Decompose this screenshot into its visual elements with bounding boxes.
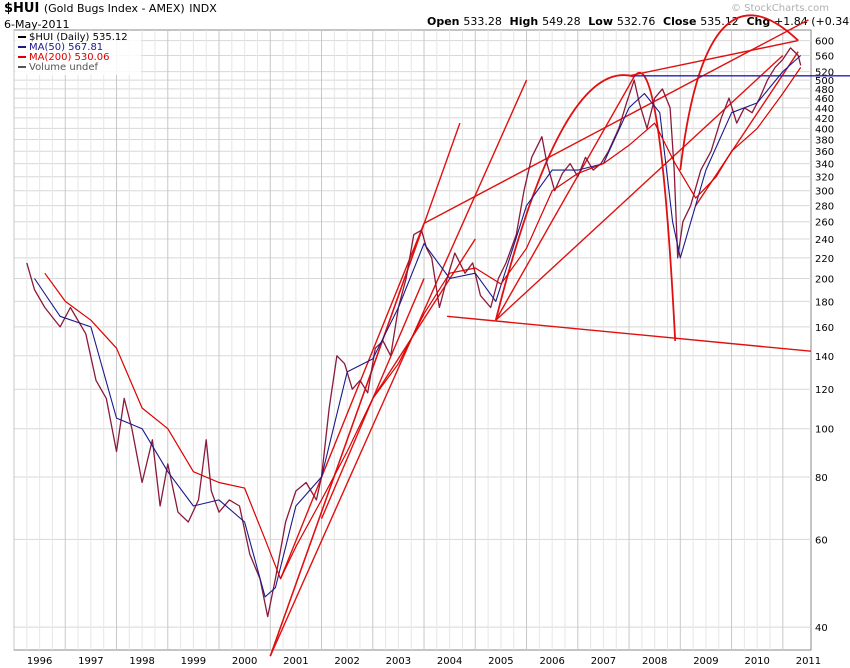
y-tick-label: 440 <box>815 104 834 115</box>
x-tick-label: 1998 <box>129 656 154 667</box>
x-tick-label: 1996 <box>27 656 52 667</box>
index-name: (Gold Bugs Index - AMEX) <box>43 2 185 15</box>
y-tick-label: 120 <box>815 385 834 396</box>
trend-arc <box>494 74 635 321</box>
y-tick-label: 360 <box>815 147 834 158</box>
quote-bar: Open 533.28 High 549.28 Low 532.76 Close… <box>427 15 850 28</box>
trend-line <box>628 39 799 77</box>
trend-line <box>269 79 528 657</box>
y-tick-label: 280 <box>815 202 834 213</box>
y-tick-label: 140 <box>815 352 834 363</box>
symbol-title: $HUI (Gold Bugs Index - AMEX) INDX <box>4 1 217 16</box>
legend-item: $HUI (Daily) 535.12 <box>29 32 128 43</box>
x-tick-label: 2005 <box>488 656 513 667</box>
y-tick-label: 200 <box>815 275 834 286</box>
x-tick-label: 1997 <box>78 656 103 667</box>
x-tick-label: 2003 <box>386 656 411 667</box>
y-tick-label: 300 <box>815 187 834 198</box>
x-tick-label: 2002 <box>334 656 359 667</box>
open-label: Open <box>427 15 460 28</box>
x-tick-label: 2004 <box>437 656 462 667</box>
x-tick-label: 2000 <box>232 656 257 667</box>
x-tick-label: 2007 <box>591 656 616 667</box>
legend-item: MA(200) 530.06 <box>29 52 110 63</box>
y-tick-label: 340 <box>815 160 834 171</box>
y-tick-label: 180 <box>815 297 834 308</box>
y-tick-label: 460 <box>815 94 834 105</box>
y-tick-label: 400 <box>815 124 834 135</box>
x-tick-label: 2006 <box>539 656 564 667</box>
close-value: 535.12 <box>700 15 739 28</box>
x-tick-label: 2001 <box>283 656 308 667</box>
y-tick-label: 600 <box>815 37 834 48</box>
y-tick-label: 420 <box>815 114 834 125</box>
trend-line <box>279 223 425 580</box>
trend-line <box>495 54 784 321</box>
high-value: 549.28 <box>542 15 581 28</box>
y-tick-label: 80 <box>815 473 828 484</box>
open-value: 533.28 <box>463 15 502 28</box>
y-tick-label: 260 <box>815 218 834 229</box>
y-tick-label: 320 <box>815 173 834 184</box>
plot-frame <box>13 29 812 651</box>
trend-arc <box>633 71 677 341</box>
x-tick-label: 2009 <box>693 656 718 667</box>
low-value: 532.76 <box>616 15 656 28</box>
series-ma-200- <box>44 67 802 580</box>
chg-value: +1.84 (+0.34%) <box>774 15 850 28</box>
y-tick-label: 520 <box>815 68 834 79</box>
legend-item: MA(50) 567.81 <box>29 42 103 53</box>
symbol: $HUI <box>4 1 40 16</box>
legend-bg <box>15 31 141 75</box>
x-tick-label: 2008 <box>642 656 667 667</box>
x-tick-label: 2011 <box>796 656 821 667</box>
low-label: Low <box>588 15 613 28</box>
trend-arc <box>679 14 799 171</box>
y-tick-label: 480 <box>815 85 834 96</box>
trend-line <box>495 76 635 321</box>
x-tick-label: 2010 <box>744 656 769 667</box>
legend-item: Volume undef <box>29 62 99 73</box>
y-tick-label: 40 <box>815 623 828 634</box>
x-tick-label: 1999 <box>181 656 206 667</box>
close-label: Close <box>663 15 697 28</box>
series-ma-50- <box>34 55 802 598</box>
y-tick-label: 380 <box>815 136 834 147</box>
y-tick-label: 240 <box>815 235 834 246</box>
high-label: High <box>509 15 539 28</box>
trend-line <box>423 19 809 225</box>
y-tick-label: 160 <box>815 323 834 334</box>
y-tick-label: 220 <box>815 254 834 265</box>
trend-line <box>447 315 812 352</box>
y-tick-label: 500 <box>815 76 834 87</box>
exchange: INDX <box>189 2 217 15</box>
chart-date: 6-May-2011 <box>4 18 70 31</box>
watermark: © StockCharts.com <box>731 3 829 14</box>
trend-line <box>372 238 476 399</box>
y-tick-label: 60 <box>815 535 828 546</box>
series--hui--daily- <box>26 47 802 618</box>
y-tick-label: 100 <box>815 425 834 436</box>
y-tick-label: 560 <box>815 52 834 63</box>
